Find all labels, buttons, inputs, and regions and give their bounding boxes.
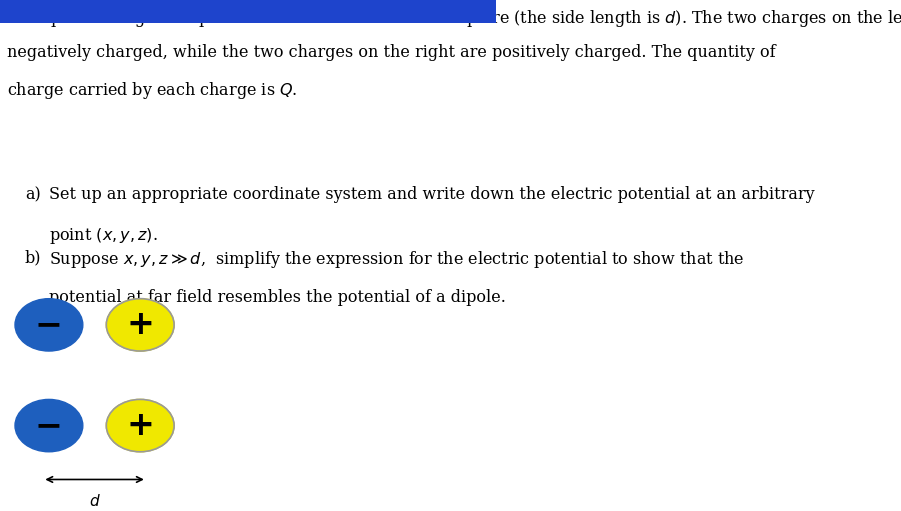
Text: negatively charged, while the two charges on the right are positively charged. T: negatively charged, while the two charge… xyxy=(6,44,775,61)
Circle shape xyxy=(15,298,83,351)
Text: Set up an appropriate coordinate system and write down the electric potential at: Set up an appropriate coordinate system … xyxy=(49,187,815,203)
Text: b): b) xyxy=(25,249,41,266)
Text: charge carried by each charge is $Q$.: charge carried by each charge is $Q$. xyxy=(6,80,297,101)
Text: Four point charges are placed at the four vertices of a square (the side length : Four point charges are placed at the fou… xyxy=(6,8,901,29)
Text: −: − xyxy=(35,409,63,442)
Text: +: + xyxy=(126,308,154,341)
Circle shape xyxy=(15,400,83,452)
Text: a): a) xyxy=(25,187,41,203)
FancyBboxPatch shape xyxy=(0,0,496,22)
Text: point $(x, y, z)$.: point $(x, y, z)$. xyxy=(49,226,158,246)
Circle shape xyxy=(106,400,174,452)
Text: −: − xyxy=(35,308,63,341)
Circle shape xyxy=(106,298,174,351)
Text: Suppose $x, y, z \gg d$,  simplify the expression for the electric potential to : Suppose $x, y, z \gg d$, simplify the ex… xyxy=(49,249,744,270)
Text: potential at far field resembles the potential of a dipole.: potential at far field resembles the pot… xyxy=(49,289,505,306)
Text: $d$: $d$ xyxy=(88,493,100,508)
Text: +: + xyxy=(126,409,154,442)
